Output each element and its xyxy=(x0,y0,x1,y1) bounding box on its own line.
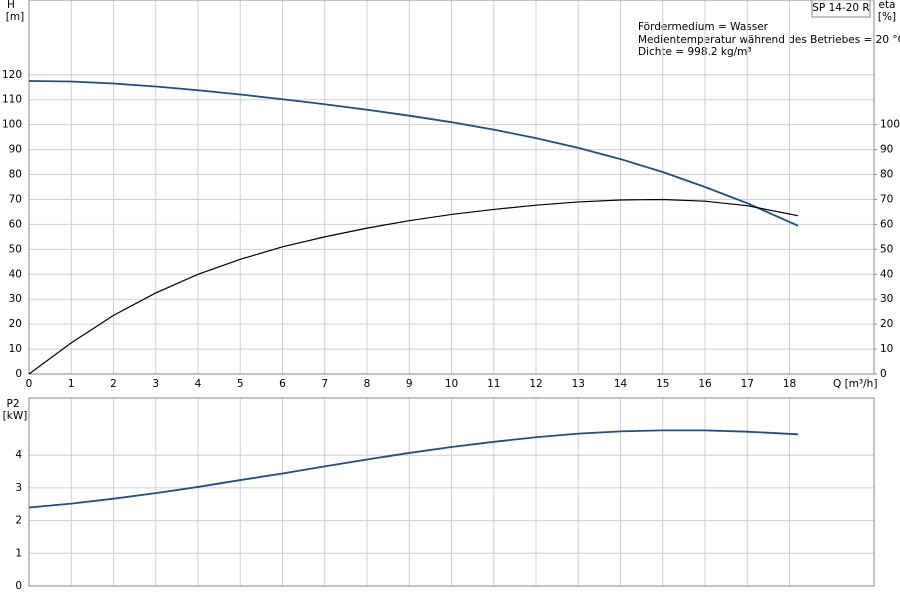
y2-tick-label: 10 xyxy=(880,343,893,355)
x-tick-label: 7 xyxy=(321,378,328,390)
x-tick-label: 9 xyxy=(406,378,413,390)
y-tick-label: 30 xyxy=(9,293,22,305)
curve xyxy=(28,429,798,509)
y-tick-label: 60 xyxy=(9,218,22,230)
plot-frame xyxy=(28,397,875,587)
y2-tick-label: 30 xyxy=(880,293,893,305)
x-tick-label: 11 xyxy=(487,378,500,390)
x-tick-label: 2 xyxy=(110,378,117,390)
x-tick-label: 16 xyxy=(698,378,712,390)
y-tick-label: 0 xyxy=(15,580,22,592)
x-tick-label: 14 xyxy=(614,378,628,390)
x-tick-label: 18 xyxy=(783,378,796,390)
y2-tick-label: 60 xyxy=(880,218,893,230)
y-axis-unit: [kW] xyxy=(3,410,28,422)
annotation: Medientemperatur während des Betriebes =… xyxy=(638,34,900,46)
annotation: Dichte = 998.2 kg/m³ xyxy=(638,46,752,58)
y2-tick-label: 90 xyxy=(880,144,893,156)
x-tick-label: 1 xyxy=(68,378,75,390)
x-tick-label: 8 xyxy=(364,378,371,390)
annotation: Fördermedium = Wasser xyxy=(638,21,769,33)
y2-tick-label: 100 xyxy=(880,119,900,131)
x-tick-label: 6 xyxy=(279,378,286,390)
x-tick-label: 3 xyxy=(152,378,159,390)
title-box xyxy=(811,0,871,18)
y-tick-label: 0 xyxy=(15,368,22,380)
y-tick-label: 70 xyxy=(9,193,22,205)
y2-tick-label: 50 xyxy=(880,243,893,255)
x-tick-label: 13 xyxy=(572,378,585,390)
x-tick-label: 17 xyxy=(741,378,754,390)
x-tick-label: 15 xyxy=(656,378,669,390)
curve xyxy=(28,198,799,375)
y-axis-unit: [m] xyxy=(6,11,24,23)
y2-tick-label: 20 xyxy=(880,318,893,330)
y-axis-label: P2 xyxy=(6,398,19,410)
curve xyxy=(28,80,799,227)
x-axis-label: Q [m³/h] xyxy=(833,378,877,390)
y-axis-label: H xyxy=(7,0,15,11)
y2-tick-label: 40 xyxy=(880,268,893,280)
y-tick-label: 40 xyxy=(9,268,22,280)
x-tick-label: 0 xyxy=(26,378,33,390)
y-tick-label: 100 xyxy=(2,119,22,131)
y-tick-label: 10 xyxy=(9,343,22,355)
y-tick-label: 2 xyxy=(15,515,22,527)
x-tick-label: 12 xyxy=(529,378,542,390)
y-tick-label: 110 xyxy=(2,94,22,106)
y2-tick-label: 80 xyxy=(880,169,893,181)
y-tick-label: 3 xyxy=(15,482,22,494)
plot-frame xyxy=(28,0,875,375)
y-tick-label: 90 xyxy=(9,144,22,156)
y2-tick-label: 70 xyxy=(880,193,893,205)
y2-tick-label: 0 xyxy=(880,368,887,380)
y-tick-label: 20 xyxy=(9,318,22,330)
y-tick-label: 120 xyxy=(2,69,22,81)
y-tick-label: 80 xyxy=(9,169,22,181)
x-tick-label: 4 xyxy=(195,378,202,390)
y-tick-label: 1 xyxy=(15,547,22,559)
y2-axis-unit: [%] xyxy=(878,11,896,23)
chart-title: SP 14-20 R xyxy=(812,2,869,14)
y2-axis-label: eta xyxy=(878,0,895,11)
y-tick-label: 50 xyxy=(9,243,22,255)
y-tick-label: 4 xyxy=(15,449,22,461)
x-tick-label: 5 xyxy=(237,378,244,390)
x-tick-label: 10 xyxy=(445,378,458,390)
